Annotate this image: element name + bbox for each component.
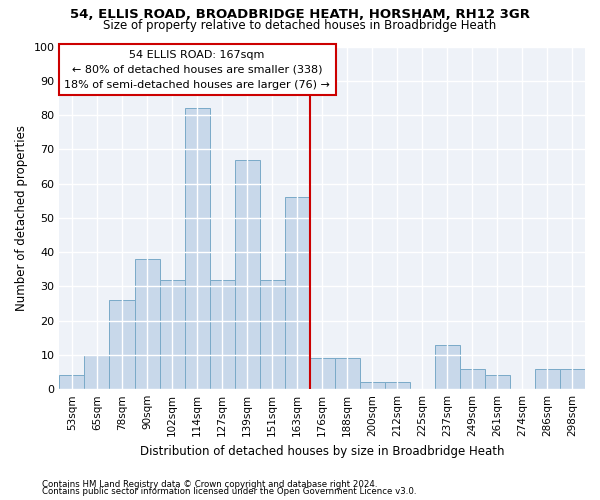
Bar bbox=[235, 160, 260, 389]
Bar bbox=[284, 198, 310, 389]
Text: Contains HM Land Registry data © Crown copyright and database right 2024.: Contains HM Land Registry data © Crown c… bbox=[42, 480, 377, 489]
Bar bbox=[385, 382, 410, 389]
Bar bbox=[485, 376, 510, 389]
Bar bbox=[535, 368, 560, 389]
Text: 54, ELLIS ROAD, BROADBRIDGE HEATH, HORSHAM, RH12 3GR: 54, ELLIS ROAD, BROADBRIDGE HEATH, HORSH… bbox=[70, 8, 530, 20]
Bar bbox=[335, 358, 360, 389]
Bar bbox=[85, 355, 109, 389]
Bar bbox=[435, 344, 460, 389]
Bar bbox=[310, 358, 335, 389]
Text: Contains public sector information licensed under the Open Government Licence v3: Contains public sector information licen… bbox=[42, 487, 416, 496]
X-axis label: Distribution of detached houses by size in Broadbridge Heath: Distribution of detached houses by size … bbox=[140, 444, 505, 458]
Bar bbox=[209, 280, 235, 389]
Bar bbox=[160, 280, 185, 389]
Bar bbox=[59, 376, 85, 389]
Bar bbox=[360, 382, 385, 389]
Bar bbox=[260, 280, 284, 389]
Text: Size of property relative to detached houses in Broadbridge Heath: Size of property relative to detached ho… bbox=[103, 19, 497, 32]
Bar bbox=[134, 259, 160, 389]
Bar bbox=[109, 300, 134, 389]
Text: 54 ELLIS ROAD: 167sqm
← 80% of detached houses are smaller (338)
18% of semi-det: 54 ELLIS ROAD: 167sqm ← 80% of detached … bbox=[64, 50, 330, 90]
Y-axis label: Number of detached properties: Number of detached properties bbox=[15, 125, 28, 311]
Bar bbox=[460, 368, 485, 389]
Bar bbox=[185, 108, 209, 389]
Bar bbox=[560, 368, 585, 389]
